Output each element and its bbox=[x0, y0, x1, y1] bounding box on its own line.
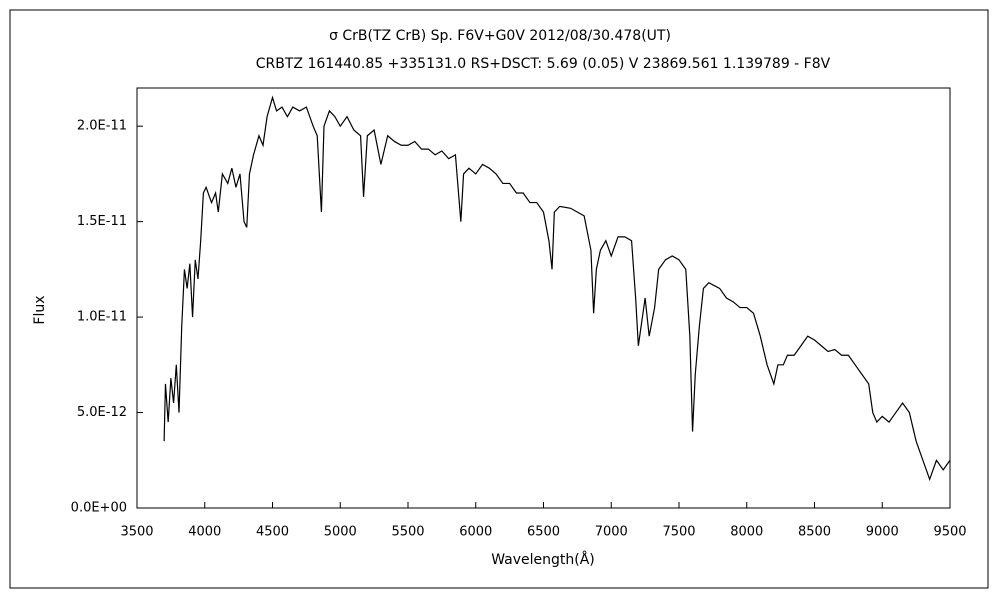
y-tick-label: 0.0E+00 bbox=[71, 501, 127, 516]
x-tick-label: 4500 bbox=[256, 525, 289, 540]
x-tick-label: 9500 bbox=[933, 525, 966, 540]
y-tick-label: 1.0E-11 bbox=[77, 310, 127, 325]
x-tick-label: 9000 bbox=[866, 525, 899, 540]
x-tick-label: 7500 bbox=[662, 525, 695, 540]
spectrum-line bbox=[163, 95, 951, 482]
x-tick-label: 6000 bbox=[459, 525, 492, 540]
x-tick-label: 5000 bbox=[324, 525, 357, 540]
y-tick-label: 1.5E-11 bbox=[77, 214, 127, 229]
x-tick-label: 6500 bbox=[527, 525, 560, 540]
x-tick-label: 8500 bbox=[798, 525, 831, 540]
frame bbox=[9, 9, 989, 589]
chart-subtitle: CRBTZ 161440.85 +335131.0 RS+DSCT: 5.69 … bbox=[256, 56, 831, 72]
x-tick-label: 4000 bbox=[188, 525, 221, 540]
y-tick-label: 5.0E-12 bbox=[77, 405, 127, 420]
x-tick-label: 5500 bbox=[391, 525, 424, 540]
x-axis-label: Wavelength(Å) bbox=[491, 551, 595, 568]
y-tick-label: 2.0E-11 bbox=[77, 119, 127, 134]
x-tick-label: 3500 bbox=[120, 525, 153, 540]
x-tick-label: 8000 bbox=[730, 525, 763, 540]
x-tick-label: 7000 bbox=[595, 525, 628, 540]
y-axis-label: Flux bbox=[32, 295, 48, 324]
chart-title: σ CrB(TZ CrB) Sp. F6V+G0V 2012/08/30.478… bbox=[329, 28, 671, 44]
